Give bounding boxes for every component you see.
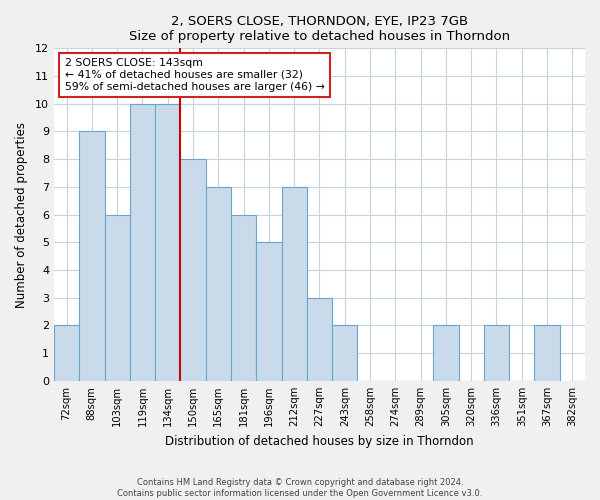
- X-axis label: Distribution of detached houses by size in Thorndon: Distribution of detached houses by size …: [165, 434, 474, 448]
- Bar: [332, 326, 358, 381]
- Bar: [155, 104, 181, 381]
- Bar: [104, 214, 130, 381]
- Bar: [484, 326, 509, 381]
- Bar: [54, 326, 79, 381]
- Bar: [206, 187, 231, 381]
- Text: 2 SOERS CLOSE: 143sqm
← 41% of detached houses are smaller (32)
59% of semi-deta: 2 SOERS CLOSE: 143sqm ← 41% of detached …: [65, 58, 325, 92]
- Bar: [79, 132, 104, 381]
- Text: Contains HM Land Registry data © Crown copyright and database right 2024.
Contai: Contains HM Land Registry data © Crown c…: [118, 478, 482, 498]
- Y-axis label: Number of detached properties: Number of detached properties: [15, 122, 28, 308]
- Bar: [535, 326, 560, 381]
- Title: 2, SOERS CLOSE, THORNDON, EYE, IP23 7GB
Size of property relative to detached ho: 2, SOERS CLOSE, THORNDON, EYE, IP23 7GB …: [129, 15, 510, 43]
- Bar: [433, 326, 458, 381]
- Bar: [181, 159, 206, 381]
- Bar: [256, 242, 281, 381]
- Bar: [231, 214, 256, 381]
- Bar: [130, 104, 155, 381]
- Bar: [281, 187, 307, 381]
- Bar: [307, 298, 332, 381]
